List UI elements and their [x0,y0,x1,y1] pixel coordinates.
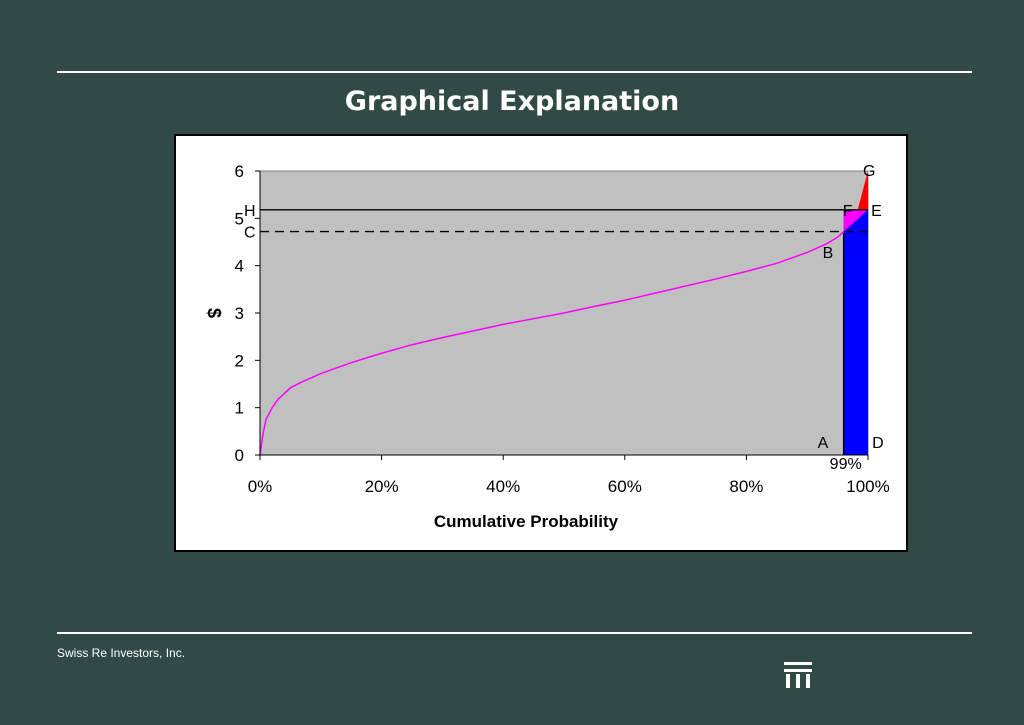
y-tick-label: 2 [235,351,244,370]
x-tick-label: 0% [248,477,273,496]
red-tail-area [857,171,868,210]
footer-text: Swiss Re Investors, Inc. [57,646,186,660]
y-tick-label: 6 [235,162,244,181]
point-label-e: E [871,203,882,220]
slide-title: Graphical Explanation [344,86,680,117]
point-label-d: D [872,435,884,452]
x-axis-title: Cumulative Probability [434,512,619,531]
y-tick-label: 3 [235,304,244,323]
point-label-c: C [244,225,256,242]
point-label-g: G [863,163,875,180]
point-label-99pct: 99% [830,456,862,473]
point-label-a: A [818,435,829,452]
y-tick-label: 0 [235,446,244,465]
x-tick-label: 40% [486,477,520,496]
x-tick-label: 100% [846,477,889,496]
bottom-divider [57,632,972,634]
blue-tail-area [843,209,868,455]
point-label-f: F [843,203,853,220]
distribution-curve [259,231,845,456]
point-label-h: H [244,203,256,220]
top-divider [57,71,972,73]
curve-tail-segment [843,209,868,232]
point-label-b: B [823,245,834,262]
y-axis-title: $ [204,308,224,318]
x-tick-label: 20% [365,477,399,496]
chart-container: 0 1 2 3 4 5 6 0% 20% 40% 60% 80% 100% Cumulative Prob… [174,134,908,552]
x-tick-label: 80% [729,477,763,496]
x-tick-label: 60% [608,477,642,496]
y-tick-label: 5 [235,209,244,228]
y-tick-label: 1 [235,399,244,418]
swiss-re-logo-icon [784,662,812,688]
y-tick-label: 4 [235,257,244,276]
